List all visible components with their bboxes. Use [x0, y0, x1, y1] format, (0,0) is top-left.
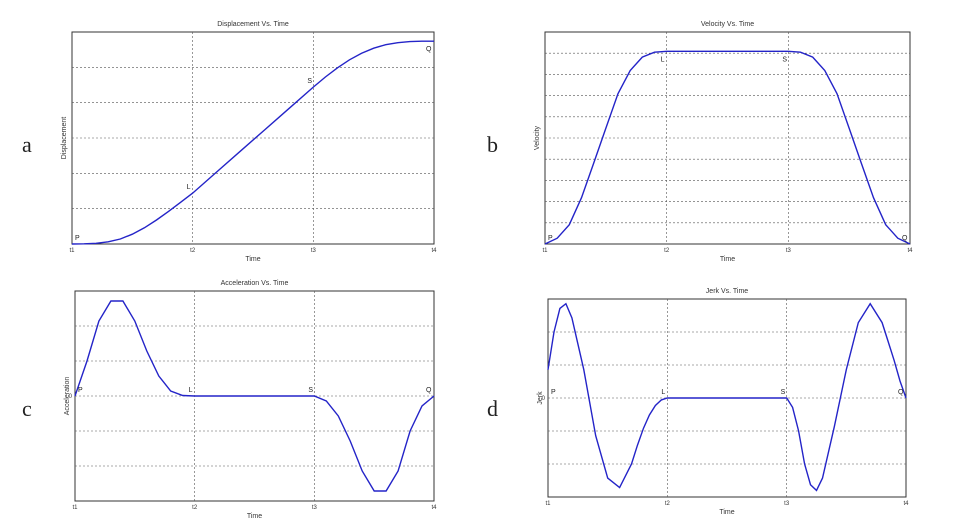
chart-title: Acceleration Vs. Time [221, 280, 289, 287]
chart-panel-4: Jerk Vs. Time Time Jerk t1 t2 t3 t4 0P L S Q [537, 288, 909, 516]
panel-letter-b: b [487, 132, 498, 157]
x-tick-label: t2 [192, 505, 198, 511]
chart-panel-1: Displacement Vs. Time Time Displacement t1 t… [61, 21, 437, 263]
chart-title: Velocity Vs. Time [701, 21, 754, 28]
point-annotation: Q [898, 389, 904, 396]
chart-panel-3: Acceleration Vs. Time Time Acceleration t1 t… [64, 280, 437, 520]
point-annotation: S [782, 56, 787, 63]
point-annotation: Q [426, 46, 432, 53]
x-tick-label: t2 [665, 501, 671, 507]
panel-letter-c: c [22, 396, 32, 421]
point-annotation: S [308, 387, 313, 394]
x-tick-label: t3 [786, 248, 792, 254]
point-annotation: Q [902, 235, 908, 242]
x-tick-label: t3 [311, 248, 317, 254]
panel-letter-d: d [487, 396, 498, 421]
chart-title: Displacement Vs. Time [217, 21, 289, 28]
point-annotation: L [661, 389, 665, 396]
y-tick-label: 0 [542, 396, 546, 402]
chart-title: Jerk Vs. Time [706, 288, 749, 295]
x-axis-label: Time [719, 509, 734, 516]
y-axis-label: Displacement [61, 117, 68, 159]
x-tick-label: t1 [545, 501, 551, 507]
y-axis-label: Jerk [537, 391, 544, 405]
point-annotation: L [189, 387, 193, 394]
x-axis-label: Time [247, 513, 262, 520]
x-axis-label: Time [245, 256, 260, 263]
point-annotation: S [307, 78, 312, 85]
point-annotation: L [661, 56, 665, 63]
x-axis-label: Time [720, 256, 735, 263]
point-annotation: P [78, 387, 83, 394]
x-tick-label: t1 [542, 248, 548, 254]
x-tick-label: t1 [69, 248, 75, 254]
y-axis-label: Acceleration [64, 377, 71, 416]
x-tick-label: t1 [72, 505, 78, 511]
x-tick-label: t4 [903, 501, 909, 507]
point-annotation: L [187, 184, 191, 191]
point-annotation: P [551, 389, 556, 396]
point-annotation: P [548, 235, 553, 242]
series-line [547, 302, 907, 492]
x-tick-label: t4 [907, 248, 913, 254]
x-tick-label: t3 [784, 501, 790, 507]
x-tick-label: t3 [312, 505, 318, 511]
point-annotation: P [75, 235, 80, 242]
series-line [71, 40, 434, 245]
x-tick-label: t2 [664, 248, 670, 254]
x-tick-label: t2 [190, 248, 196, 254]
x-tick-label: t4 [431, 248, 437, 254]
panel-letter-a: a [22, 132, 32, 157]
x-tick-label: t4 [431, 505, 437, 511]
series-line [74, 300, 435, 492]
point-annotation: Q [426, 387, 432, 394]
y-axis-label: Velocity [534, 125, 541, 150]
series-line [544, 50, 911, 245]
y-tick-label: 0 [69, 394, 73, 400]
point-annotation: S [781, 389, 786, 396]
chart-panel-2: Velocity Vs. Time Time Velocity t1 t2 t3 t4 P L S… [534, 21, 913, 263]
plot-frame [544, 31, 911, 245]
